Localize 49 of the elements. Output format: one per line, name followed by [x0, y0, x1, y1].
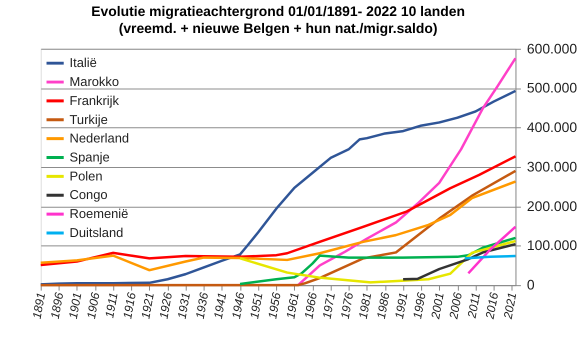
line-series: [296, 56, 517, 286]
x-tick-label: 1976: [338, 291, 356, 320]
x-tick-label: 1996: [410, 291, 429, 320]
line-series: [39, 180, 517, 272]
x-tick-label: 2006: [446, 291, 465, 321]
x-tick-label: 1956: [265, 291, 284, 320]
legend-label: Polen: [70, 168, 103, 184]
legend-label: Roemenië: [70, 206, 128, 222]
line-series: [402, 242, 517, 280]
legend-label: Italië: [70, 55, 97, 70]
x-tick-label: 1911: [102, 291, 121, 320]
x-tick-label: 1986: [374, 291, 392, 320]
legend-label: Duitsland: [70, 224, 124, 240]
legend-label: Nederland: [70, 130, 130, 146]
y-tick-label: 200.000: [526, 198, 578, 214]
chart-subtitle: (vreemd. + nieuwe Belgen + hun nat./migr.saldo): [118, 20, 438, 36]
y-tick-label: 0: [526, 276, 535, 293]
chart-title: Evolutie migratieachtergrond 01/01/1891- 2022 10 landen: [91, 3, 465, 20]
x-tick-label: 1936: [192, 291, 212, 320]
legend-label: Turkije: [70, 112, 108, 127]
x-tick-label: 1916: [120, 291, 139, 320]
x-tick-label: 1891: [30, 291, 48, 320]
x-tick-label: 2001: [428, 291, 447, 321]
y-tick-label: 500.000: [526, 80, 578, 96]
legend-label: Frankrijk: [70, 92, 120, 108]
x-tick-label: 1951: [247, 291, 266, 320]
x-tick-label: 1971: [320, 291, 338, 320]
x-tick-label: 1926: [156, 291, 175, 320]
x-tick-label: 1896: [48, 291, 66, 320]
legend-label: Marokko: [70, 74, 120, 90]
x-tick-label: 1946: [229, 291, 248, 320]
x-tick-label: 2016: [482, 291, 502, 321]
x-tick-label: 1966: [301, 291, 320, 320]
x-tick-label: 1906: [84, 291, 103, 320]
x-tick-label: 1931: [174, 291, 194, 320]
y-tick-label: 100.000: [526, 237, 578, 254]
x-tick-label: 2011: [464, 291, 483, 320]
legend-label: Congo: [70, 187, 108, 202]
x-tick-label: 1961: [283, 291, 302, 320]
x-tick-label: 1981: [356, 291, 374, 320]
x-tick-label: 1941: [210, 291, 230, 320]
x-tick-label: 2021: [500, 291, 520, 321]
x-tick-label: 1991: [392, 291, 410, 320]
legend-label: Spanje: [70, 150, 110, 165]
x-tick-label: 1921: [138, 291, 157, 320]
y-tick-label: 400.000: [526, 119, 578, 136]
y-tick-label: 600.000: [526, 40, 578, 56]
x-tick-label: 1901: [66, 291, 84, 320]
y-tick-label: 300.000: [526, 158, 578, 174]
